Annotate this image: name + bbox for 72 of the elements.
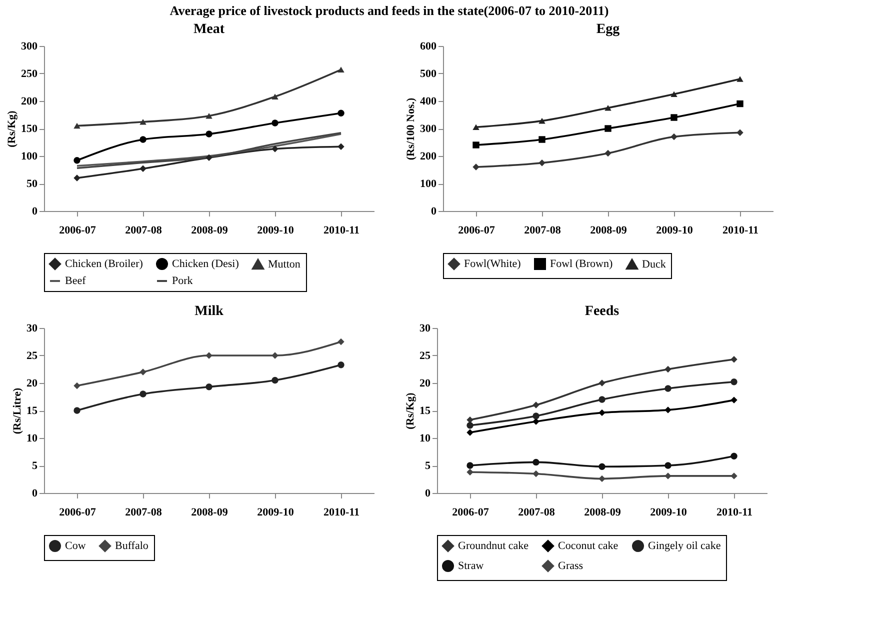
x-tick-label: 2007-08 — [524, 224, 562, 236]
y-tick-label: 300 — [420, 123, 437, 135]
y-tick-label: 500 — [420, 68, 437, 80]
y-tick-label: 10 — [26, 432, 38, 444]
y-tick-label: 300 — [21, 40, 38, 52]
legend-label: Beef — [65, 275, 86, 287]
legend-label: Duck — [642, 258, 666, 270]
x-tick-label: 2006-07 — [458, 224, 496, 236]
x-tick-label: 2008-09 — [590, 224, 628, 236]
y-tick-label: 0 — [32, 206, 38, 218]
chart-title: Egg — [596, 22, 620, 37]
x-tick-label: 2008-09 — [584, 506, 622, 518]
x-tick-label: 2009-10 — [656, 224, 694, 236]
legend-label: Fowl (Brown) — [550, 258, 613, 270]
y-tick-label: 25 — [26, 350, 38, 362]
y-tick-label: 600 — [420, 40, 437, 52]
x-tick-label: 2006-07 — [452, 506, 490, 518]
chart-title: Feeds — [584, 304, 620, 319]
y-tick-label: 100 — [420, 178, 437, 190]
legend-label: Chicken (Desi) — [172, 258, 240, 270]
y-tick-label: 150 — [21, 123, 38, 135]
x-tick-label: 2008-09 — [191, 224, 228, 236]
legend-label: Buffalo — [115, 540, 149, 552]
y-tick-label: 15 — [26, 405, 38, 417]
chart-title: Meat — [193, 22, 225, 37]
legend-label: Coconut cake — [558, 540, 618, 552]
y-tick-label: 20 — [26, 378, 38, 390]
y-tick-label: 50 — [26, 178, 38, 190]
y-tick-label: 0 — [431, 206, 437, 218]
y-tick-label: 30 — [26, 322, 38, 334]
chart-title: Milk — [194, 304, 224, 319]
y-tick-label: 200 — [21, 96, 38, 108]
y-tick-label: 10 — [420, 432, 431, 444]
y-axis-title: (Rs/Kg) — [404, 392, 416, 430]
legend-label: Mutton — [268, 258, 301, 270]
y-tick-label: 20 — [420, 378, 431, 390]
y-tick-label: 15 — [420, 405, 431, 417]
x-tick-label: 2010-11 — [722, 224, 759, 236]
y-tick-label: 400 — [420, 96, 437, 108]
y-tick-label: 30 — [420, 322, 431, 334]
y-axis-title: (Rs/Kg) — [6, 110, 18, 148]
y-tick-label: 100 — [21, 150, 38, 162]
x-tick-label: 2007-08 — [125, 506, 162, 518]
legend-label: Grass — [558, 560, 584, 572]
y-axis-title: (Rs/Litre) — [12, 388, 24, 434]
x-tick-label: 2009-10 — [257, 224, 294, 236]
legend-label: Cow — [65, 540, 86, 552]
y-tick-label: 0 — [425, 488, 431, 500]
y-tick-label: 5 — [425, 460, 431, 472]
y-tick-label: 25 — [420, 350, 431, 362]
legend-label: Gingely oil cake — [648, 540, 721, 552]
legend-label: Chicken (Broiler) — [65, 258, 144, 270]
y-tick-label: 5 — [32, 460, 38, 472]
y-tick-label: 250 — [21, 68, 38, 80]
legend-label: Groundnut cake — [458, 540, 529, 552]
y-axis-title: (Rs/100 Nos.) — [405, 98, 417, 160]
y-tick-label: 0 — [32, 488, 38, 500]
text: Average price of livestock products and feeds in the state(2006-07 to 2010-2011) — [170, 3, 609, 18]
x-tick-label: 2007-08 — [518, 506, 556, 518]
x-tick-label: 2010-11 — [323, 224, 360, 236]
legend-label: Pork — [172, 275, 194, 287]
x-tick-label: 2009-10 — [650, 506, 688, 518]
x-tick-label: 2007-08 — [125, 224, 162, 236]
x-tick-label: 2010-11 — [323, 506, 360, 518]
legend-label: Fowl(White) — [464, 258, 522, 270]
x-tick-label: 2009-10 — [257, 506, 294, 518]
legend-label: Straw — [458, 560, 484, 572]
x-tick-label: 2008-09 — [191, 506, 228, 518]
y-tick-label: 200 — [420, 150, 437, 162]
x-tick-label: 2006-07 — [59, 506, 96, 518]
x-tick-label: 2010-11 — [716, 506, 753, 518]
x-tick-label: 2006-07 — [59, 224, 96, 236]
